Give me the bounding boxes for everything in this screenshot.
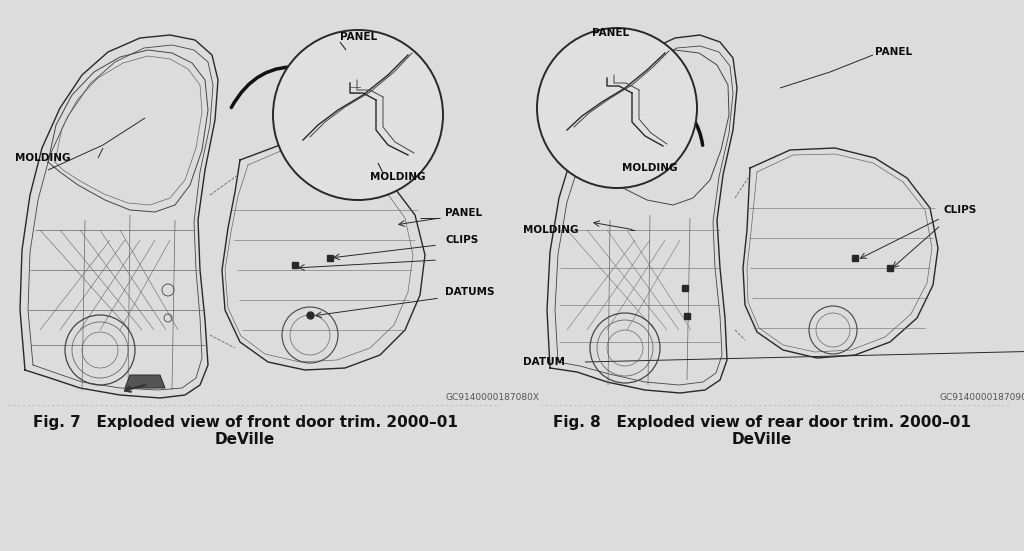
Text: DeVille: DeVille <box>732 433 793 447</box>
Text: PANEL: PANEL <box>874 47 912 57</box>
Circle shape <box>537 28 697 188</box>
Bar <box>684 313 690 319</box>
Bar <box>292 262 298 268</box>
Bar <box>327 255 333 261</box>
Text: MOLDING: MOLDING <box>15 153 71 163</box>
Text: DATUMS: DATUMS <box>445 287 495 297</box>
Text: CLIPS: CLIPS <box>943 205 976 215</box>
Text: PANEL: PANEL <box>340 32 377 42</box>
Bar <box>852 255 858 261</box>
Text: GC9140000187080X: GC9140000187080X <box>445 393 539 402</box>
Text: DeVille: DeVille <box>215 433 275 447</box>
Text: MOLDING: MOLDING <box>622 163 678 173</box>
Text: PANEL: PANEL <box>445 208 482 218</box>
Text: CLIPS: CLIPS <box>445 235 478 245</box>
Text: Fig. 7   Exploded view of front door trim. 2000–01: Fig. 7 Exploded view of front door trim.… <box>33 414 458 429</box>
Bar <box>887 265 893 271</box>
Text: Fig. 8   Exploded view of rear door trim. 2000–01: Fig. 8 Exploded view of rear door trim. … <box>553 414 971 429</box>
Text: MOLDING: MOLDING <box>370 172 426 182</box>
Polygon shape <box>125 375 165 388</box>
Circle shape <box>273 30 443 200</box>
Text: PANEL: PANEL <box>592 28 629 38</box>
Text: MOLDING: MOLDING <box>523 225 579 235</box>
Text: GC9140000187090X: GC9140000187090X <box>940 393 1024 402</box>
Text: DATUM: DATUM <box>523 357 565 367</box>
Bar <box>682 285 688 291</box>
